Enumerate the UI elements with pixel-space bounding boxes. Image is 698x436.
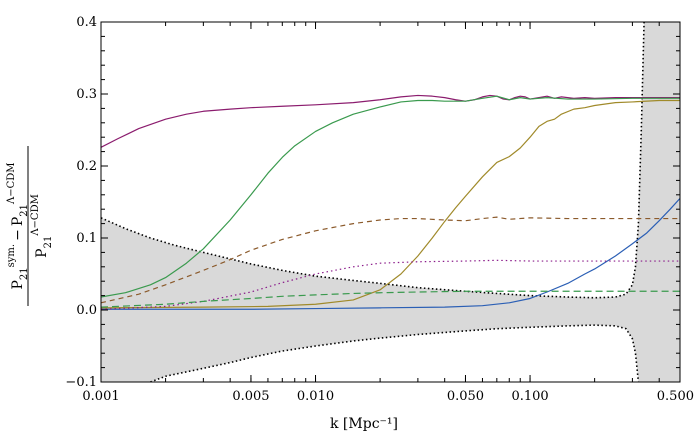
y-tick-label: 0.1: [76, 231, 97, 246]
series-line-1: [101, 94, 680, 148]
series-line-7: [101, 290, 680, 308]
plot-content: [101, 22, 680, 382]
y-tick-label: −0.1: [65, 375, 97, 390]
x-tick-label: 0.500: [657, 389, 694, 404]
series-line-2: [101, 95, 680, 298]
axes: −0.1 0.0 0.1 0.2 0.3 0.4 0.001 0.005 0.010 0.050 0…: [65, 15, 694, 404]
y-label-den-sup: Λ−CDM: [30, 194, 41, 237]
series-line-3: [101, 99, 680, 309]
y-label-num-a: P: [10, 280, 26, 289]
y-label-num-a-sub: 21: [19, 267, 30, 280]
x-axis-label: k [Mpc⁻¹]: [330, 416, 398, 432]
series-line-5: [101, 216, 680, 304]
x-tick-label: 0.010: [297, 389, 334, 404]
y-tick-label: 0.3: [76, 87, 97, 102]
y-tick-label: 0.4: [76, 15, 97, 30]
y-label-num-a-sup: sym.: [6, 244, 17, 267]
x-tick-label: 0.005: [232, 389, 269, 404]
y-label-den-sub: 21: [43, 236, 54, 249]
y-label-den: P: [34, 248, 50, 257]
svg-text:P21sym.−P21Λ−CDM: P21sym.−P21Λ−CDM: [6, 162, 30, 289]
x-tick-label: 0.100: [511, 389, 548, 404]
y-label-num-b: P: [10, 217, 26, 226]
plot-area: [101, 22, 680, 382]
y-axis-label: P21sym.−P21Λ−CDM P21Λ−CDM: [6, 146, 54, 306]
y-tick-label: 0.0: [76, 303, 97, 318]
band-upper-edge: [101, 22, 645, 299]
x-tick-label: 0.001: [82, 389, 119, 404]
y-label-num-b-sup: Λ−CDM: [6, 162, 17, 205]
y-label-minus: −: [10, 229, 26, 241]
uncertainty-band: [101, 22, 680, 382]
y-label-num-b-sub: 21: [19, 204, 30, 217]
svg-text:P21Λ−CDM: P21Λ−CDM: [30, 194, 54, 258]
x-tick-label: 0.050: [447, 389, 484, 404]
y-tick-label: 0.2: [76, 159, 97, 174]
band-lower-edge: [150, 324, 640, 382]
series-line-6: [101, 259, 680, 310]
plot-frame: [100, 21, 681, 383]
series-line-4: [101, 197, 680, 310]
